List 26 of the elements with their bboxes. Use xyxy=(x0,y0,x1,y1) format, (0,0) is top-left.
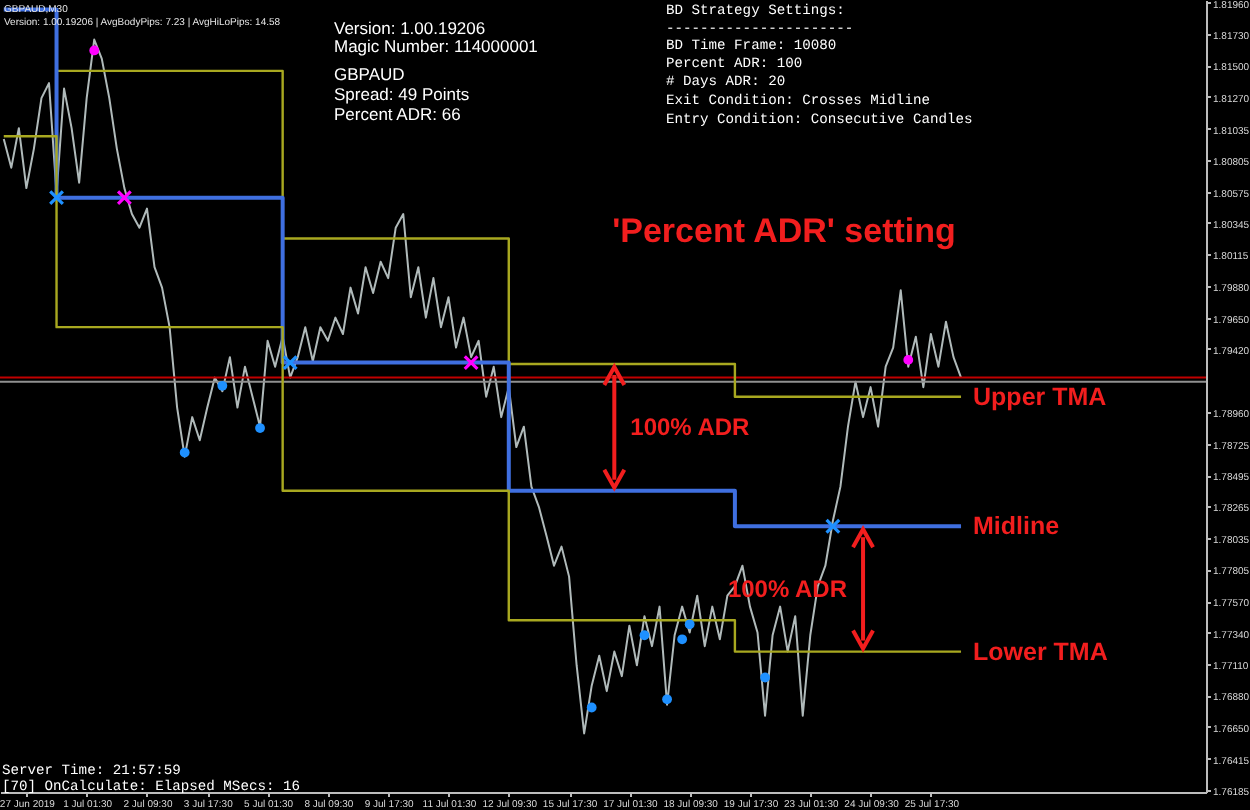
annotation: Magic Number: 114000001 xyxy=(334,36,539,56)
annotation: 'Percent ADR' setting xyxy=(612,212,956,250)
point xyxy=(684,619,695,630)
point xyxy=(217,380,228,391)
point xyxy=(639,630,650,641)
point xyxy=(89,45,100,56)
point xyxy=(586,702,597,713)
point xyxy=(463,354,480,371)
point xyxy=(677,634,688,645)
annotation: 100% ADR xyxy=(630,413,751,442)
point xyxy=(255,423,265,433)
series-label: Lower TMA xyxy=(973,637,1108,666)
point xyxy=(662,694,672,705)
point xyxy=(760,672,770,683)
point xyxy=(179,447,190,458)
annotation: Percent ADR: 66 xyxy=(334,104,462,124)
annotation: Spread: 49 Points xyxy=(334,84,470,104)
series-label: Upper TMA xyxy=(973,382,1107,411)
point xyxy=(824,518,841,535)
series-label: Midline xyxy=(973,512,1060,541)
point xyxy=(48,189,65,206)
point xyxy=(116,189,133,206)
annotation: GBPAUD xyxy=(334,64,405,84)
point xyxy=(903,354,914,365)
annotation: Version: 1.00.19206 xyxy=(334,18,486,38)
point xyxy=(282,354,299,371)
